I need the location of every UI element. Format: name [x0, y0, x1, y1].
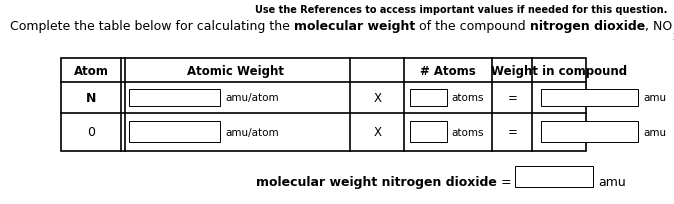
Bar: [515, 166, 592, 187]
Text: N: N: [86, 91, 96, 104]
Text: amu: amu: [644, 127, 667, 137]
Text: =: =: [508, 126, 517, 139]
Text: =: =: [508, 91, 517, 104]
Bar: [541, 90, 638, 106]
Text: Complete the table below for calculating the: Complete the table below for calculating…: [10, 20, 294, 33]
Text: amu: amu: [644, 93, 667, 103]
Text: X: X: [373, 126, 381, 139]
Bar: [61, 59, 586, 151]
Bar: [410, 122, 447, 142]
Bar: [129, 90, 220, 106]
Text: 0: 0: [87, 126, 95, 139]
Text: =: =: [497, 175, 512, 188]
Text: 2: 2: [673, 33, 674, 42]
Text: # Atoms: # Atoms: [421, 64, 476, 77]
Bar: [129, 122, 220, 142]
Text: amu/atom: amu/atom: [226, 93, 280, 103]
Bar: [541, 122, 638, 142]
Text: atoms: atoms: [452, 127, 484, 137]
Bar: [410, 90, 447, 106]
Text: Atom: Atom: [73, 64, 109, 77]
Text: nitrogen dioxide: nitrogen dioxide: [530, 20, 645, 33]
Text: X: X: [373, 91, 381, 104]
Text: molecular weight nitrogen dioxide: molecular weight nitrogen dioxide: [256, 175, 497, 188]
Text: Atomic Weight: Atomic Weight: [187, 64, 284, 77]
Text: of the compound: of the compound: [415, 20, 530, 33]
Text: Weight in compound: Weight in compound: [491, 64, 627, 77]
Text: , NO: , NO: [645, 20, 673, 33]
Text: molecular weight: molecular weight: [294, 20, 415, 33]
Text: Use the References to access important values if needed for this question.: Use the References to access important v…: [255, 5, 667, 15]
Text: atoms: atoms: [452, 93, 484, 103]
Text: amu: amu: [598, 175, 625, 188]
Text: amu/atom: amu/atom: [226, 127, 280, 137]
